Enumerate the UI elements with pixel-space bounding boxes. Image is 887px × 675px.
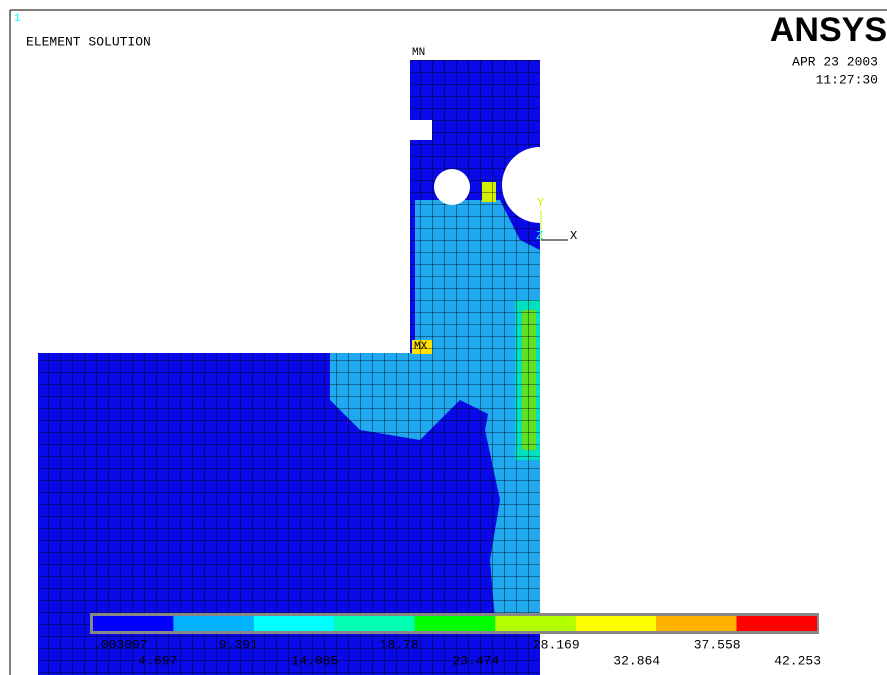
min-label: MN [412,47,425,59]
legend-label: 9.391 [219,637,258,652]
legend-band [173,616,253,631]
legend-band [737,616,817,631]
legend-label: 42.253 [774,653,821,668]
time: 11:27:30 [816,72,878,87]
hole [434,169,470,205]
axis-label: X [570,229,577,243]
notch [410,120,432,140]
legend-band [576,616,656,631]
legend-band [656,616,736,631]
legend-label: .003097 [93,637,148,652]
legend-label: 14.085 [292,653,339,668]
date: APR 23 2003 [792,54,878,69]
legend-label: 4.697 [138,653,177,668]
legend-band [415,616,495,631]
viewport: 1 ELEMENT SOLUTION MN MX ANSYS APR 23 20… [0,0,887,675]
axis-label: Y [537,196,544,210]
logo: ANSYS [770,11,887,49]
title: ELEMENT SOLUTION [26,34,151,49]
legend-label: 32.864 [613,653,660,668]
clip [541,140,601,235]
window-number: 1 [14,13,21,25]
legend-label: 37.558 [694,637,741,652]
legend-band [254,616,334,631]
axis-label: Z [536,229,543,243]
legend-band [334,616,414,631]
legend-label: 18.78 [380,637,419,652]
legend-label: 28.169 [533,637,580,652]
legend-band [495,616,575,631]
legend-label: 23.474 [452,653,499,668]
max-label: MX [414,341,428,353]
legend-band [93,616,173,631]
